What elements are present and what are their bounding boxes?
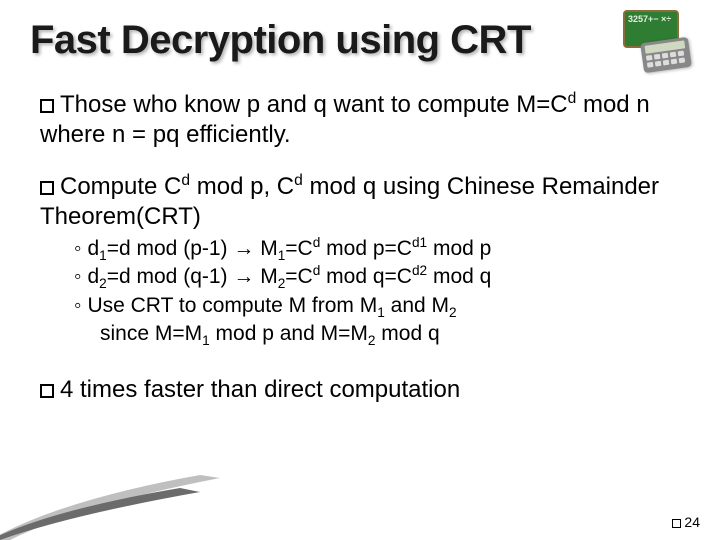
text: d bbox=[87, 265, 99, 288]
subscript: 1 bbox=[99, 248, 107, 263]
text: and M bbox=[385, 294, 449, 317]
text: =C bbox=[285, 237, 312, 260]
superscript: d1 bbox=[412, 235, 427, 250]
swoosh-decoration bbox=[0, 470, 220, 540]
slide-title: Fast Decryption using CRT bbox=[30, 18, 531, 63]
sub-bullet-list: ◦d1=d mod (p-1) → M1=Cd mod p=Cd1 mod p … bbox=[74, 236, 690, 319]
sub-bullet-3: ◦ Use CRT to compute M from M1 and M2 bbox=[74, 293, 690, 319]
superscript: d bbox=[568, 90, 577, 107]
text: mod q=C bbox=[320, 265, 412, 288]
text: Compute C bbox=[60, 173, 181, 200]
sub-bullet-1: ◦d1=d mod (p-1) → M1=Cd mod p=Cd1 mod p bbox=[74, 236, 690, 262]
text: M bbox=[254, 237, 277, 260]
text: 4 times faster than direct computation bbox=[60, 376, 460, 403]
bullet-2: Compute Cd mod p, Cd mod q using Chinese… bbox=[40, 172, 690, 347]
text: d bbox=[87, 237, 99, 260]
circle-bullet-icon: ◦ bbox=[74, 293, 81, 319]
slide-content: Those who know p and q want to compute M… bbox=[40, 90, 690, 427]
text: =d mod (q-1) bbox=[107, 265, 234, 288]
text: mod p=C bbox=[320, 237, 412, 260]
page-number-text: 24 bbox=[684, 514, 700, 530]
subscript: 1 bbox=[377, 305, 385, 320]
bullet-1: Those who know p and q want to compute M… bbox=[40, 90, 690, 150]
text: M bbox=[254, 265, 277, 288]
text: =d mod (p-1) bbox=[107, 237, 234, 260]
square-bullet-icon bbox=[40, 181, 54, 195]
text: mod p and M=M bbox=[210, 322, 368, 345]
square-bullet-icon bbox=[40, 384, 54, 398]
circle-bullet-icon: ◦ bbox=[74, 236, 81, 262]
calculator-icon: 3257+− ×÷ bbox=[615, 10, 695, 70]
text: mod q bbox=[375, 322, 439, 345]
superscript: d bbox=[181, 172, 190, 189]
circle-bullet-icon: ◦ bbox=[74, 264, 81, 290]
square-bullet-icon bbox=[672, 519, 681, 528]
superscript: d bbox=[294, 172, 303, 189]
subscript: 2 bbox=[449, 305, 457, 320]
subscript: 2 bbox=[99, 276, 107, 291]
subscript: 1 bbox=[202, 333, 210, 348]
text: =C bbox=[285, 265, 312, 288]
arrow-icon: → bbox=[233, 237, 254, 260]
superscript: d2 bbox=[412, 263, 427, 278]
arrow-icon: → bbox=[233, 265, 254, 288]
sub-bullet-3-line2: since M=M1 mod p and M=M2 mod q bbox=[100, 321, 690, 347]
sub-bullet-2: ◦d2=d mod (q-1) → M2=Cd mod q=Cd2 mod q bbox=[74, 264, 690, 290]
text: mod p bbox=[427, 237, 491, 260]
text: mod p, C bbox=[190, 173, 294, 200]
bullet-3: 4 times faster than direct computation bbox=[40, 375, 690, 405]
text: since M=M bbox=[100, 322, 202, 345]
square-bullet-icon bbox=[40, 99, 54, 113]
text: mod q bbox=[427, 265, 491, 288]
page-number: 24 bbox=[672, 514, 700, 530]
text: Use CRT to compute M from M bbox=[87, 294, 377, 317]
text: Those who know p and q want to compute M… bbox=[60, 91, 568, 118]
calculator-body bbox=[640, 37, 692, 73]
